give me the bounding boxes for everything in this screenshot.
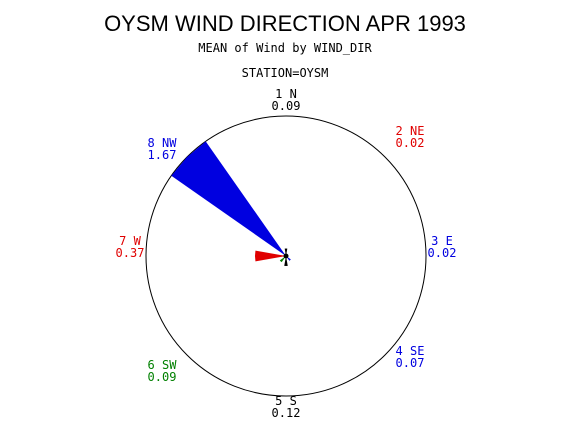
direction-value-s: 0.12 <box>272 406 301 420</box>
direction-value-e: 0.02 <box>428 246 457 260</box>
direction-value-n: 0.09 <box>272 99 301 113</box>
chart-title: OYSM WIND DIRECTION APR 1993 <box>104 11 466 36</box>
direction-label-n: 1 N <box>275 87 297 101</box>
petal-w <box>254 250 286 262</box>
center-point <box>283 253 289 259</box>
direction-label-w: 7 W <box>119 234 141 248</box>
direction-value-sw: 0.09 <box>148 370 177 384</box>
direction-label-ne: 2 NE <box>396 124 425 138</box>
petal-s <box>284 256 288 267</box>
petal-n <box>284 248 288 256</box>
direction-label-se: 4 SE <box>396 344 425 358</box>
direction-label-e: 3 E <box>431 234 453 248</box>
petal-nw <box>171 141 286 256</box>
direction-label-nw: 8 NW <box>148 136 178 150</box>
chart-subtitle: MEAN of Wind by WIND_DIR <box>198 41 372 55</box>
station-label: STATION=OYSM <box>242 66 329 80</box>
labels-group: 1 N0.092 NE0.023 E0.024 SE0.075 S0.126 S… <box>116 87 457 420</box>
direction-label-s: 5 S <box>275 394 297 408</box>
direction-label-sw: 6 SW <box>148 358 178 372</box>
direction-value-ne: 0.02 <box>396 136 425 150</box>
direction-value-se: 0.07 <box>396 356 425 370</box>
direction-value-w: 0.37 <box>116 246 145 260</box>
direction-value-nw: 1.67 <box>148 148 177 162</box>
rose-outer-circle <box>145 115 427 397</box>
petals-group <box>171 141 291 267</box>
